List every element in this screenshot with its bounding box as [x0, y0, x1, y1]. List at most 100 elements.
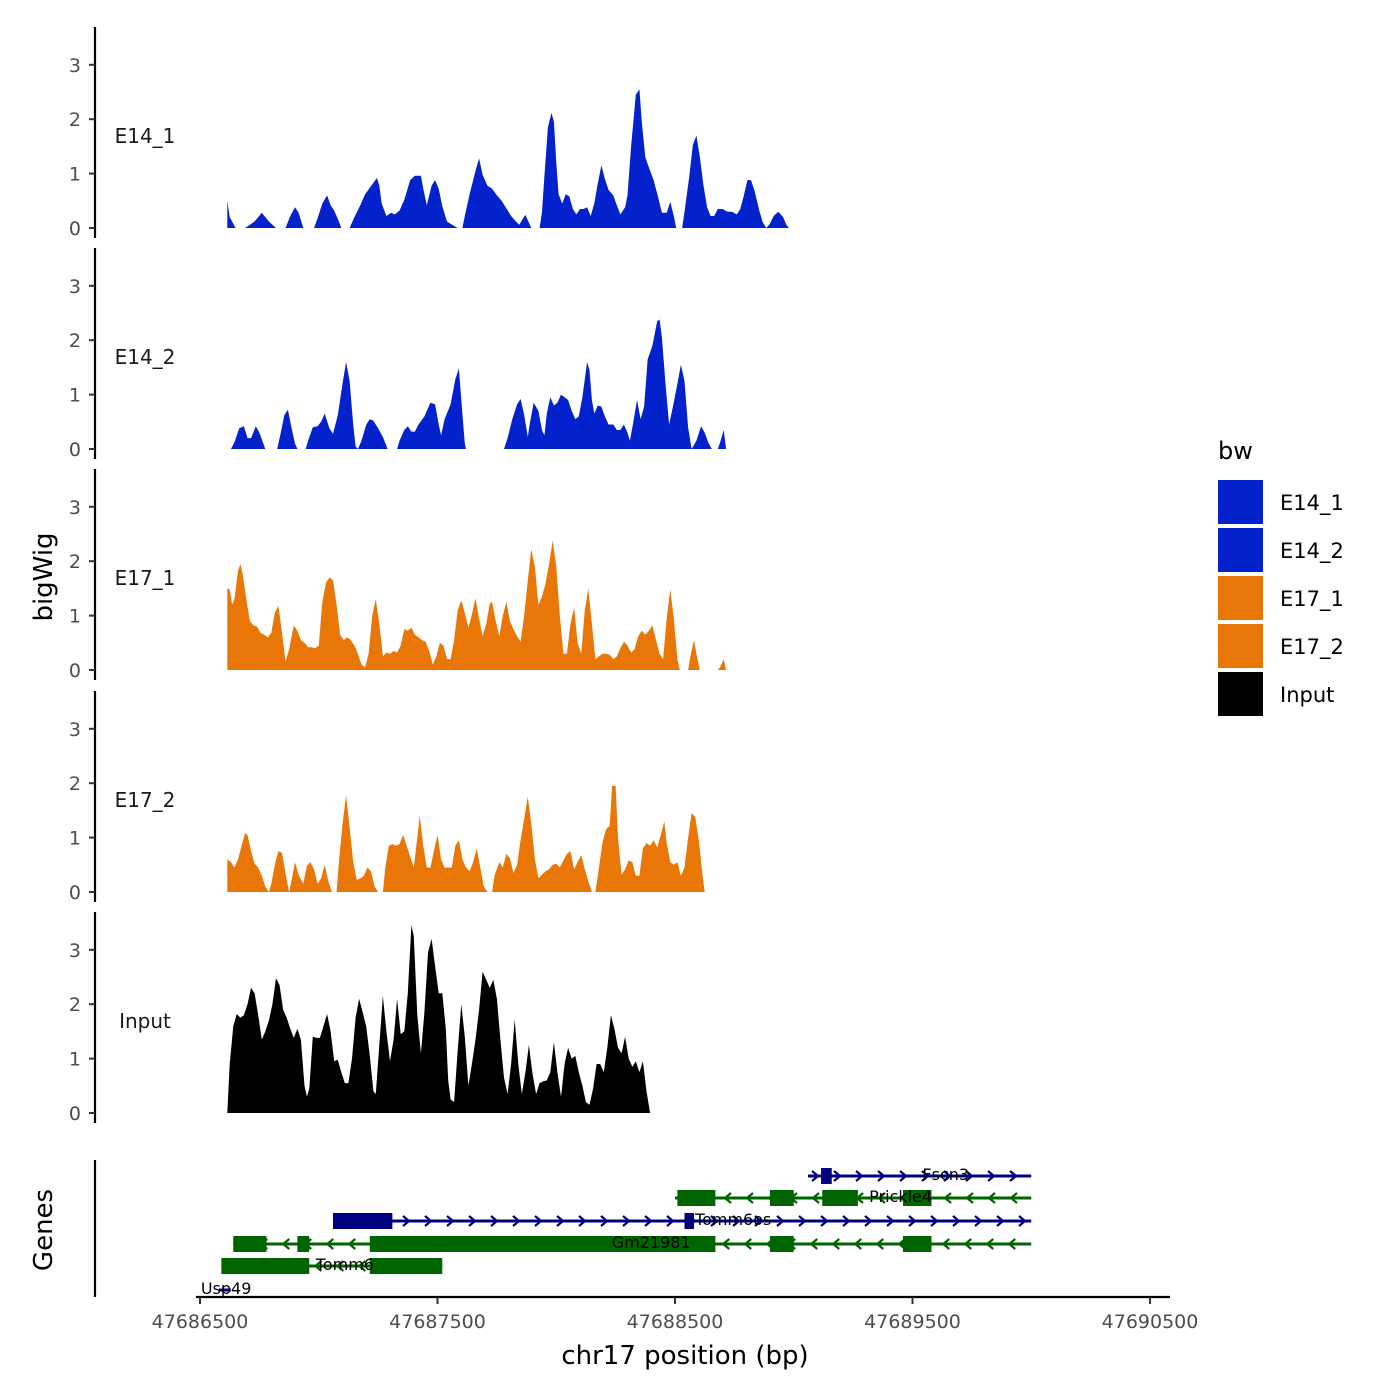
exon-block — [770, 1236, 794, 1252]
strand-chevron — [335, 1260, 345, 1272]
gene-label: Gm21981 — [612, 1233, 691, 1252]
genes-axis-title: Genes — [29, 1189, 59, 1271]
strand-chevron — [965, 1192, 974, 1204]
track-e14_2: 0 1 2 3 E14_2 — [69, 248, 727, 461]
track-e14_1: 0 1 2 3 E14_1 — [69, 27, 790, 240]
strand-chevron — [1009, 1192, 1018, 1204]
x-tick-label: 47687500 — [389, 1311, 486, 1333]
track-label: E17_2 — [115, 788, 176, 812]
gene-usp49: Usp49 — [201, 1279, 252, 1298]
strand-chevron — [965, 1170, 974, 1182]
strand-chevron — [809, 1238, 818, 1250]
gene-label: Fscn3 — [922, 1165, 969, 1184]
strand-chevron — [745, 1192, 754, 1204]
gene-label: Tomm6os — [694, 1210, 771, 1229]
y-tick-label: 1 — [69, 164, 81, 186]
exon-block — [333, 1213, 393, 1229]
legend-label: E17_2 — [1280, 635, 1344, 660]
strand-chevron — [446, 1215, 455, 1227]
legend-title: bw — [1218, 437, 1253, 465]
track-label: E14_2 — [115, 345, 176, 369]
y-tick-label: 3 — [69, 719, 81, 741]
strand-chevron — [556, 1215, 565, 1227]
strand-chevron — [987, 1170, 996, 1182]
strand-chevron — [468, 1215, 477, 1227]
exon-block — [903, 1236, 932, 1252]
strand-chevron — [281, 1238, 290, 1250]
strand-chevron — [877, 1170, 886, 1182]
exon-block — [369, 1236, 716, 1252]
strand-chevron — [578, 1215, 587, 1227]
y-tick-label: 2 — [69, 994, 81, 1016]
track-label: Input — [119, 1009, 171, 1033]
y-tick-label: 3 — [69, 497, 81, 519]
strand-chevron — [347, 1238, 356, 1250]
exon-block — [297, 1236, 310, 1252]
strand-chevron — [1018, 1215, 1027, 1227]
strand-chevron — [743, 1238, 752, 1250]
legend-swatch — [1218, 480, 1263, 524]
y-tick-label: 0 — [69, 439, 81, 461]
strand-chevron — [666, 1215, 675, 1227]
track-label: E14_1 — [115, 124, 176, 148]
strand-chevron — [996, 1215, 1005, 1227]
gene-tomm6os: Tomm6os — [333, 1210, 1032, 1229]
strand-chevron — [899, 1170, 908, 1182]
strand-chevron — [963, 1238, 972, 1250]
legend-label: Input — [1280, 683, 1334, 707]
y-tick-label: 2 — [69, 773, 81, 795]
legend-swatch — [1218, 528, 1263, 572]
strand-chevron — [600, 1215, 609, 1227]
x-axis-title: chr17 position (bp) — [561, 1341, 808, 1371]
strand-chevron — [820, 1215, 829, 1227]
strand-chevron — [875, 1238, 884, 1250]
strand-chevron — [987, 1192, 996, 1204]
exon-block — [233, 1236, 267, 1252]
y-tick-label: 3 — [69, 940, 81, 962]
strand-chevron — [811, 1192, 820, 1204]
y-tick-label: 2 — [69, 330, 81, 352]
strand-chevron — [811, 1170, 820, 1182]
legend-swatch — [1218, 672, 1263, 716]
gene-gm21981: Gm21981 — [233, 1233, 1032, 1252]
strand-chevron — [424, 1215, 433, 1227]
exon-block — [369, 1258, 443, 1274]
coverage-area-input — [227, 925, 651, 1113]
legend: bw E14_1 E14_2 E17_1 E17_2 Input — [1218, 437, 1344, 716]
strand-chevron — [985, 1238, 994, 1250]
strand-chevron — [754, 1215, 763, 1227]
coverage-area-e14_2 — [230, 319, 727, 449]
strand-chevron — [776, 1215, 785, 1227]
legend-swatch — [1218, 624, 1263, 668]
y-tick-label: 1 — [69, 828, 81, 850]
exon-block — [903, 1190, 932, 1206]
x-tick-label: 47690500 — [1102, 1311, 1199, 1333]
gene-prickle4: Prickle4 — [675, 1187, 1032, 1206]
track-e17_2: 0 1 2 3 E17_2 — [69, 691, 705, 904]
strand-chevron — [877, 1192, 886, 1204]
strand-chevron — [943, 1170, 952, 1182]
x-tick-label: 47689500 — [864, 1311, 961, 1333]
strand-chevron — [622, 1215, 631, 1227]
strand-chevron — [644, 1215, 653, 1227]
exon-block — [221, 1258, 310, 1274]
track-input: 0 1 2 3 Input — [69, 912, 651, 1125]
strand-chevron — [512, 1215, 521, 1227]
x-tick-label: 47686500 — [152, 1311, 249, 1333]
y-tick-label: 2 — [69, 551, 81, 573]
strand-chevron — [930, 1215, 939, 1227]
y-tick-label: 3 — [69, 276, 81, 298]
strand-chevron — [886, 1215, 895, 1227]
gene-label: Usp49 — [201, 1279, 252, 1298]
y-tick-label: 2 — [69, 109, 81, 131]
strand-chevron — [313, 1260, 323, 1272]
track-e17_1: 0 1 2 3 E17_1 — [69, 469, 727, 682]
strand-chevron — [798, 1215, 807, 1227]
legend-label: E14_2 — [1280, 539, 1344, 564]
strand-chevron — [723, 1192, 732, 1204]
strand-chevron — [842, 1215, 851, 1227]
exon-block — [684, 1213, 694, 1229]
coverage-area-e14_1 — [227, 89, 790, 228]
y-tick-label: 0 — [69, 882, 81, 904]
